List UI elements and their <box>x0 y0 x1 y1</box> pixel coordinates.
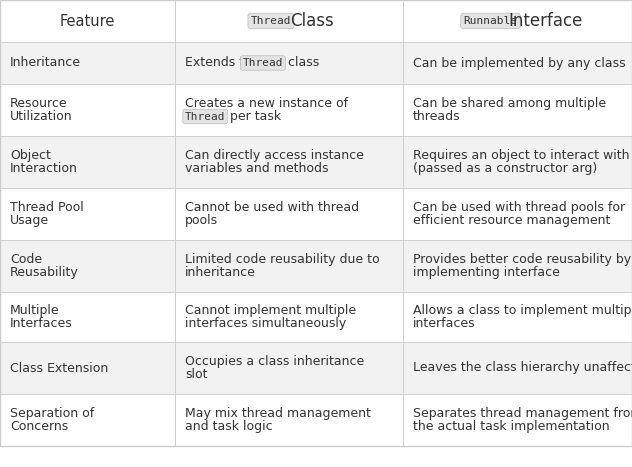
Text: Reusability: Reusability <box>10 266 79 279</box>
Bar <box>0 188 175 240</box>
Text: slot: slot <box>185 368 207 381</box>
Bar <box>403 84 632 136</box>
Text: Separation of: Separation of <box>10 407 94 420</box>
Text: Class Extension: Class Extension <box>10 361 108 375</box>
Text: Can directly access instance: Can directly access instance <box>185 149 364 162</box>
Text: Inheritance: Inheritance <box>10 57 81 70</box>
Text: Multiple: Multiple <box>10 304 59 317</box>
Bar <box>403 136 632 188</box>
Text: Creates a new instance of: Creates a new instance of <box>185 97 348 110</box>
Bar <box>175 42 403 84</box>
Text: the actual task implementation: the actual task implementation <box>413 420 610 433</box>
Text: Leaves the class hierarchy unaffected: Leaves the class hierarchy unaffected <box>413 361 632 375</box>
Bar <box>175 84 403 136</box>
Text: Utilization: Utilization <box>10 110 73 123</box>
Text: threads: threads <box>413 110 461 123</box>
Bar <box>0 42 175 84</box>
Bar <box>403 0 632 42</box>
Text: Resource: Resource <box>10 97 68 110</box>
Text: Thread Pool: Thread Pool <box>10 201 84 214</box>
Text: Cannot be used with thread: Cannot be used with thread <box>185 201 359 214</box>
Text: Code: Code <box>10 253 42 266</box>
Text: Requires an object to interact with: Requires an object to interact with <box>413 149 629 162</box>
Bar <box>0 394 175 446</box>
Text: Class: Class <box>290 12 334 30</box>
Text: Can be implemented by any class: Can be implemented by any class <box>413 57 626 70</box>
Bar <box>403 42 632 84</box>
Text: inheritance: inheritance <box>185 266 256 279</box>
Text: May mix thread management: May mix thread management <box>185 407 371 420</box>
Text: Can be used with thread pools for: Can be used with thread pools for <box>413 201 625 214</box>
Bar <box>175 342 403 394</box>
Text: Object: Object <box>10 149 51 162</box>
Text: Allows a class to implement multiple: Allows a class to implement multiple <box>413 304 632 317</box>
Bar <box>0 84 175 136</box>
Text: per task: per task <box>226 110 281 123</box>
Bar <box>0 0 175 42</box>
Text: Feature: Feature <box>60 14 115 28</box>
Text: interfaces: interfaces <box>413 317 476 330</box>
Text: implementing interface: implementing interface <box>413 266 560 279</box>
Text: variables and methods: variables and methods <box>185 162 329 175</box>
Text: Separates thread management from: Separates thread management from <box>413 407 632 420</box>
Text: Cannot implement multiple: Cannot implement multiple <box>185 304 356 317</box>
Bar <box>175 188 403 240</box>
Text: class: class <box>284 57 319 70</box>
Bar <box>403 394 632 446</box>
Text: Provides better code reusability by: Provides better code reusability by <box>413 253 631 266</box>
Bar <box>403 240 632 292</box>
Text: Thread: Thread <box>251 16 291 26</box>
Text: (passed as a constructor arg): (passed as a constructor arg) <box>413 162 597 175</box>
Bar <box>0 292 175 342</box>
Bar <box>0 342 175 394</box>
Text: interfaces simultaneously: interfaces simultaneously <box>185 317 346 330</box>
Text: efficient resource management: efficient resource management <box>413 214 611 227</box>
Text: and task logic: and task logic <box>185 420 272 433</box>
Text: Can be shared among multiple: Can be shared among multiple <box>413 97 606 110</box>
Text: Interaction: Interaction <box>10 162 78 175</box>
Text: Concerns: Concerns <box>10 420 68 433</box>
Text: Interface: Interface <box>508 12 583 30</box>
Text: Thread: Thread <box>185 112 226 121</box>
Text: Runnable: Runnable <box>463 16 518 26</box>
Bar <box>403 342 632 394</box>
Bar <box>0 136 175 188</box>
Bar <box>175 292 403 342</box>
Text: Usage: Usage <box>10 214 49 227</box>
Text: pools: pools <box>185 214 218 227</box>
Bar <box>175 240 403 292</box>
Bar <box>0 240 175 292</box>
Bar <box>403 188 632 240</box>
Text: Thread: Thread <box>243 58 283 68</box>
Text: Interfaces: Interfaces <box>10 317 73 330</box>
Bar <box>175 0 403 42</box>
Text: Occupies a class inheritance: Occupies a class inheritance <box>185 355 364 368</box>
Text: Extends the: Extends the <box>185 57 264 70</box>
Bar <box>175 394 403 446</box>
Bar <box>175 136 403 188</box>
Text: Limited code reusability due to: Limited code reusability due to <box>185 253 380 266</box>
Bar <box>403 292 632 342</box>
